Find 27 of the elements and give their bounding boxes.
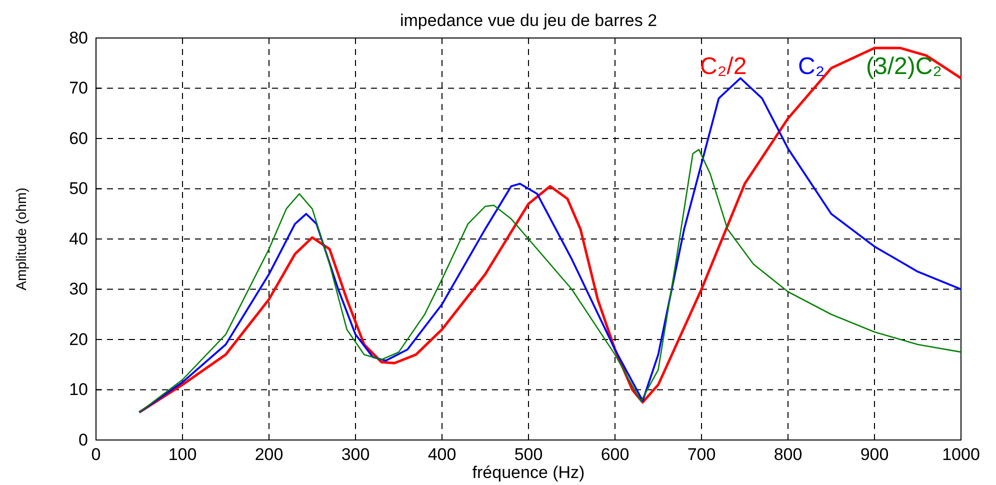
- x-tick-label: 900: [860, 445, 889, 464]
- x-tick-label: 0: [91, 445, 101, 464]
- x-axis-title: fréquence (Hz): [472, 463, 585, 482]
- x-tick-label: 100: [168, 445, 197, 464]
- y-tick-label: 20: [69, 330, 88, 349]
- x-tick-label: 500: [514, 445, 543, 464]
- y-tick-label: 40: [69, 229, 88, 248]
- x-tick-label: 800: [774, 445, 802, 464]
- y-tick-label: 70: [69, 78, 88, 98]
- y-tick-label: 60: [69, 128, 88, 148]
- x-tick-label: 400: [428, 445, 456, 464]
- y-axis-title: Amplitude (ohm): [13, 188, 29, 290]
- chart-title: impedance vue du jeu de barres 2: [400, 11, 658, 30]
- x-tick-label: 700: [687, 445, 716, 464]
- text: C₂/2: [700, 53, 747, 80]
- y-tick-label: 80: [69, 28, 88, 48]
- x-tick-label: 200: [254, 445, 284, 464]
- y-tick-label: 0: [78, 430, 88, 450]
- y-tick-label: 10: [69, 380, 88, 400]
- x-tick-label: 300: [341, 445, 370, 464]
- series-label: C₂: [798, 53, 825, 80]
- y-tick-label: 50: [69, 179, 88, 198]
- y-tick-label: 30: [69, 280, 88, 299]
- text: (3/2)C₂: [866, 53, 942, 80]
- x-tick-label: 1000: [942, 445, 980, 464]
- x-tick-label: 600: [600, 445, 630, 464]
- line-series: [138, 148, 962, 414]
